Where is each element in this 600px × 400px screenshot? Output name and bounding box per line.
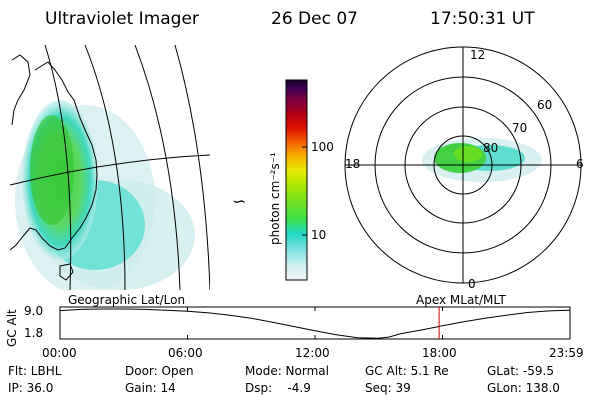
timeline-xtick-1: 06:00	[168, 346, 203, 360]
status-door: Door: Open	[125, 364, 194, 378]
status-gcalt: GC Alt: 5.1 Re	[365, 364, 449, 378]
timeline-ytick-max: 9.0	[24, 304, 44, 318]
timeline-xtick-0: 00:00	[42, 346, 77, 360]
timeline-ytick-min: 1.8	[24, 326, 44, 340]
polar-lat-label-70: 70	[512, 121, 528, 135]
timeline-right-label: Apex MLat/MLT	[416, 293, 506, 307]
polar-lat-label-80: 80	[483, 141, 499, 155]
status-dsp: Dsp: -4.9	[245, 381, 311, 395]
status-glat: GLat: -59.5	[487, 364, 554, 378]
colorbar-gradient	[285, 79, 308, 281]
status-mode: Mode: Normal	[245, 364, 329, 378]
colorbar-tick-label-10: 10	[311, 228, 327, 242]
polar-label-18: 18	[345, 157, 361, 171]
time-label: 17:50:31 UT	[430, 9, 535, 29]
graticule-latitude	[10, 154, 210, 186]
timeline-xtick-4: 23:59	[549, 346, 584, 360]
timeline-frame	[59, 306, 571, 340]
aurora-region-core	[30, 115, 74, 225]
timeline-xtick-3: 18:00	[422, 346, 457, 360]
timeline-left-label: Geographic Lat/Lon	[68, 293, 186, 307]
status-flt: Flt: LBHL	[8, 364, 62, 378]
graticule-arc-2	[84, 45, 126, 290]
polar-label-6: 6	[576, 157, 584, 171]
polar-label-12: 12	[470, 48, 486, 62]
coastline-west	[11, 54, 31, 126]
tasmania	[59, 263, 74, 281]
app-title: Ultraviolet Imager	[45, 9, 199, 29]
status-glon: GLon: 138.0	[487, 381, 560, 395]
squiggle-mark: ∽	[232, 192, 247, 212]
status-ip: IP: 36.0	[8, 381, 54, 395]
status-seq: Seq: 39	[365, 381, 411, 395]
coastline	[10, 61, 98, 251]
status-gain: Gain: 14	[125, 381, 176, 395]
date-label: 26 Dec 07	[271, 9, 358, 29]
altitude-line	[59, 308, 570, 339]
polar-label-0: 0	[468, 277, 476, 291]
graticule-arc-3	[134, 45, 181, 290]
polar-aurora-core	[454, 146, 482, 162]
timeline-xtick-2: 12:00	[295, 346, 330, 360]
graticule-arc-4	[174, 45, 210, 290]
polar-lat-label-60: 60	[537, 98, 553, 112]
graticule-arc-1	[44, 45, 72, 290]
colorbar-tick-label-100: 100	[311, 140, 334, 154]
